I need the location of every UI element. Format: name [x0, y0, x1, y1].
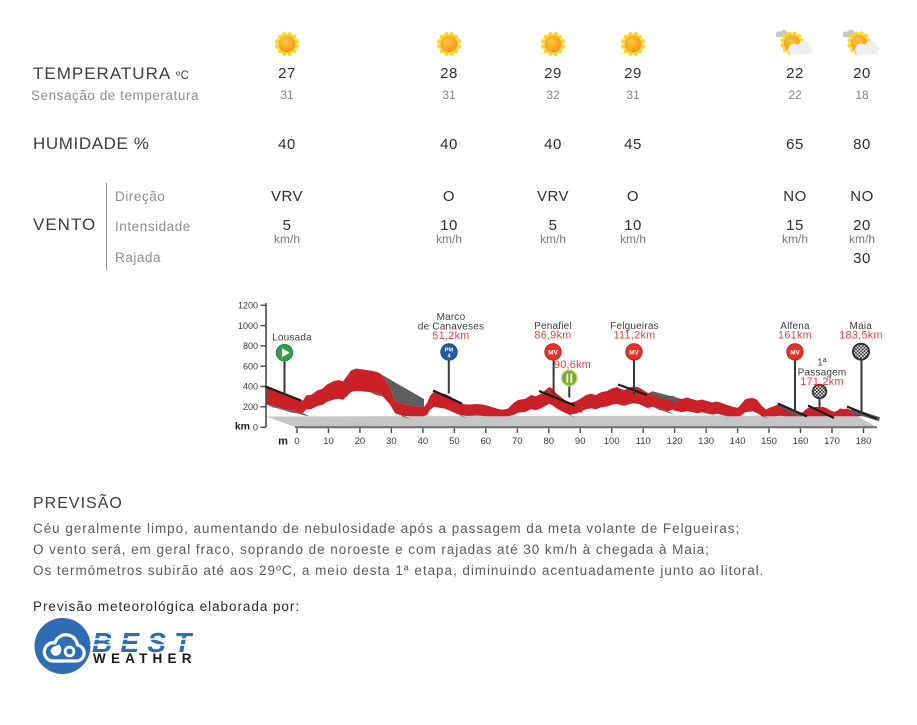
svg-text:30: 30	[386, 436, 397, 447]
svg-text:110: 110	[636, 436, 651, 447]
svg-text:170: 170	[824, 436, 840, 447]
svg-text:WEATHER: WEATHER	[93, 651, 197, 666]
svg-text:90: 90	[575, 436, 586, 447]
svg-text:161km: 161km	[778, 330, 812, 342]
svg-text:0: 0	[294, 436, 299, 447]
svg-text:51,2km: 51,2km	[432, 330, 469, 342]
svg-text:80: 80	[544, 436, 555, 447]
svg-text:1ª: 1ª	[817, 358, 827, 369]
svg-text:Lousada: Lousada	[272, 332, 312, 343]
svg-text:800: 800	[243, 341, 258, 351]
svg-text:Marco: Marco	[437, 312, 466, 323]
svg-text:100: 100	[604, 436, 620, 447]
svg-text:Maia: Maia	[850, 321, 873, 332]
svg-text:90,6km: 90,6km	[554, 359, 591, 371]
svg-text:50: 50	[449, 436, 460, 447]
svg-text:Alfena: Alfena	[780, 321, 810, 332]
svg-text:Passagem: Passagem	[798, 368, 847, 379]
svg-text:10: 10	[323, 436, 334, 447]
svg-text:86,9km: 86,9km	[534, 330, 571, 342]
svg-text:600: 600	[243, 361, 258, 371]
svg-text:1200: 1200	[238, 301, 258, 311]
svg-text:m: m	[278, 436, 288, 448]
svg-text:180: 180	[856, 436, 872, 447]
svg-text:1000: 1000	[238, 321, 258, 331]
svg-text:MV: MV	[629, 349, 639, 356]
svg-text:130: 130	[698, 436, 714, 447]
svg-text:km: km	[235, 421, 250, 433]
svg-text:0: 0	[253, 423, 258, 433]
svg-text:4: 4	[447, 353, 451, 359]
svg-text:Felgueiras: Felgueiras	[610, 321, 659, 332]
svg-text:150: 150	[761, 436, 777, 447]
svg-text:171,2km: 171,2km	[800, 376, 844, 388]
svg-text:20: 20	[355, 436, 366, 447]
svg-text:140: 140	[730, 436, 746, 447]
svg-text:70: 70	[512, 436, 523, 447]
svg-text:400: 400	[243, 382, 258, 392]
svg-text:120: 120	[667, 436, 683, 447]
svg-text:de Canaveses: de Canaveses	[418, 322, 484, 333]
svg-text:MV: MV	[548, 349, 558, 356]
svg-text:183,5km: 183,5km	[839, 330, 883, 342]
svg-text:Penafiel: Penafiel	[534, 321, 572, 332]
svg-text:PM: PM	[445, 347, 454, 353]
svg-text:160: 160	[793, 436, 809, 447]
svg-text:111,2km: 111,2km	[614, 330, 656, 342]
svg-text:200: 200	[243, 402, 258, 412]
svg-text:60: 60	[481, 436, 492, 447]
svg-text:BEST: BEST	[92, 627, 199, 658]
svg-text:40: 40	[418, 436, 429, 447]
svg-text:MV: MV	[790, 349, 800, 356]
